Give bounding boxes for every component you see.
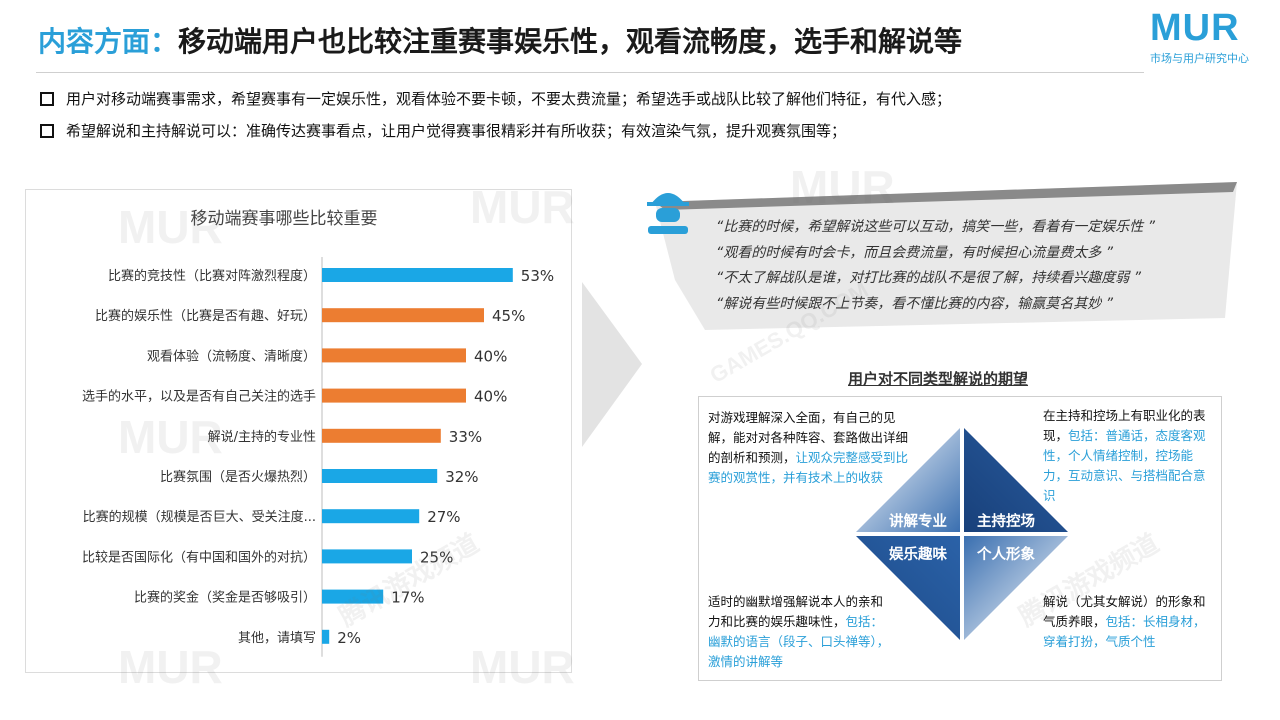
tl-plain: 对游戏理解深入全面，有自己的见解，能对对各种阵容、套路做出详细的剖析和预测，	[708, 410, 909, 465]
title-highlight: 内容方面：	[38, 25, 179, 58]
bullet-text-2: 希望解说和主持解说可以：准确传达赛事看点，让用户觉得赛事很精彩并有所收获；有效渲…	[66, 122, 847, 140]
category-label: 解说/主持的专业性	[208, 429, 316, 445]
quadrant-bottom-right	[964, 536, 1068, 640]
quote-3: “不太了解战队是谁，对打比赛的战队不是很了解，持续看兴趣度弱 ”	[716, 270, 1141, 286]
data-label: 45%	[492, 307, 525, 325]
category-label: 比赛的娱乐性（比赛是否有趣、好玩）	[95, 308, 316, 324]
category-label: 观看体验（流畅度、清晰度）	[147, 348, 316, 364]
data-label: 2%	[337, 629, 361, 647]
mur-logo: MUR 市场与用户研究中心	[1150, 8, 1260, 68]
logo-text: MUR	[1150, 7, 1240, 49]
bl-blue: 包括：幽默的语言（段子、口头禅等），激情的讲解等	[708, 614, 890, 669]
bullet-text-1: 用户对移动端赛事需求，希望赛事有一定娱乐性，观看体验不要卡顿，不要太费流量；希望…	[66, 90, 952, 108]
bullet-item-1: 用户对移动端赛事需求，希望赛事有一定娱乐性，观看体验不要卡顿，不要太费流量；希望…	[40, 88, 951, 109]
br-blue: 包括：长相身材，穿着打扮，气质个性	[1043, 614, 1206, 649]
br-plain: 解说（尤其女解说）的形象和气质养眼，	[1043, 594, 1206, 629]
tr-blue: 包括：普通话，态度客观性，个人情绪控制，控场能力，互动意识、与搭档配合意识	[1043, 428, 1206, 503]
quadrant-label-tr: 主持控场	[977, 512, 1035, 530]
category-label: 比较是否国际化（有中国和国外的对抗）	[82, 549, 316, 565]
quote-panel	[655, 182, 1237, 330]
bar	[322, 268, 513, 282]
title-main: 移动端用户也比较注重赛事娱乐性，观看流畅度，选手和解说等	[178, 25, 963, 58]
data-label: 27%	[427, 508, 460, 526]
data-label: 17%	[391, 589, 424, 607]
bar	[322, 549, 412, 564]
quote-4: “解说有些时候跟不上节奏，看不懂比赛的内容，输赢莫名其妙 ”	[716, 295, 1113, 312]
user-avatar-icon	[647, 193, 689, 234]
bar	[322, 469, 438, 483]
bar	[322, 348, 466, 363]
page-title: 内容方面：移动端用户也比较注重赛事娱乐性，观看流畅度，选手和解说等	[38, 20, 962, 60]
data-label: 33%	[449, 428, 482, 446]
bar	[322, 589, 384, 604]
category-label: 选手的水平，以及是否有自己关注的选手	[82, 389, 316, 405]
chart-panel: 移动端赛事哪些比较重要 比赛的竞技性（比赛对阵激烈程度） 53% 比赛的娱乐性（比赛…	[25, 189, 572, 673]
square-bullet-icon	[40, 91, 54, 106]
bar	[322, 388, 466, 403]
category-label: 比赛的奖金（奖金是否够吸引）	[134, 590, 316, 606]
bl-plain: 适时的幽默增强解说本人的亲和力和比赛的娱乐趣味性，	[708, 594, 884, 629]
category-label: 比赛氛围（是否火爆热烈）	[160, 469, 316, 485]
expectation-text-tl: 对游戏理解深入全面，有自己的见解，能对对各种阵容、套路做出详细的剖析和预测，让观…	[708, 408, 910, 488]
expectation-diamond: 讲解专业 主持控场 娱乐趣味 个人形象	[856, 428, 1068, 640]
quote-1: “比赛的时候，希望解说这些可以互动，搞笑一些，看着有一定娱乐性 ”	[716, 219, 1155, 235]
expectation-text-bl: 适时的幽默增强解说本人的亲和力和比赛的娱乐趣味性，包括：幽默的语言（段子、口头禅…	[708, 592, 890, 672]
data-label: 40%	[474, 388, 507, 406]
chart-title: 移动端赛事哪些比较重要	[191, 208, 378, 229]
category-label: 其他，请填写	[238, 631, 316, 646]
bullet-item-2: 希望解说和主持解说可以：准确传达赛事看点，让用户觉得赛事很精彩并有所收获；有效渲…	[40, 120, 846, 141]
title-divider	[36, 72, 1144, 73]
bar	[322, 509, 420, 524]
data-label: 40%	[474, 347, 507, 365]
quadrant-label-tl: 讲解专业	[889, 512, 947, 530]
category-label: 比赛的竞技性（比赛对阵激烈程度）	[108, 268, 316, 284]
quote-2: “观看的时候有时会卡，而且会费流量，有时候担心流量费太多 ”	[716, 244, 1113, 261]
bar-chart: 移动端赛事哪些比较重要 比赛的竞技性（比赛对阵激烈程度） 53% 比赛的娱乐性（比赛…	[82, 208, 554, 657]
expectations-title: 用户对不同类型解说的期望	[848, 370, 1029, 388]
bar	[322, 308, 484, 323]
quadrant-label-bl: 娱乐趣味	[889, 545, 947, 563]
quadrant-top-left	[856, 428, 960, 532]
square-bullet-icon	[40, 123, 54, 138]
data-label: 32%	[445, 468, 478, 486]
data-label: 25%	[420, 548, 453, 566]
logo-subtitle: 市场与用户研究中心	[1150, 52, 1249, 65]
bar	[322, 629, 330, 644]
tl-blue: 让观众完整感受到比赛的观赏性，并有技术上的收获	[708, 450, 909, 485]
big-arrow-icon	[582, 282, 642, 447]
user-quotes: “比赛的时候，希望解说这些可以互动，搞笑一些，看着有一定娱乐性 ” “观看的时候…	[716, 215, 1155, 317]
expectation-text-tr: 在主持和控场上有职业化的表现，包括：普通话，态度客观性，个人情绪控制，控场能力，…	[1043, 406, 1208, 506]
quadrant-label-br: 个人形象	[976, 545, 1035, 563]
quadrant-bottom-left	[856, 536, 960, 640]
bar	[322, 428, 441, 443]
tr-plain: 在主持和控场上有职业化的表现，	[1043, 408, 1206, 443]
data-label: 53%	[521, 267, 554, 285]
quadrant-top-right	[964, 428, 1068, 532]
category-label: 比赛的规模（规模是否巨大、受关注度...	[83, 509, 316, 525]
expectation-text-br: 解说（尤其女解说）的形象和气质养眼，包括：长相身材，穿着打扮，气质个性	[1043, 592, 1208, 652]
